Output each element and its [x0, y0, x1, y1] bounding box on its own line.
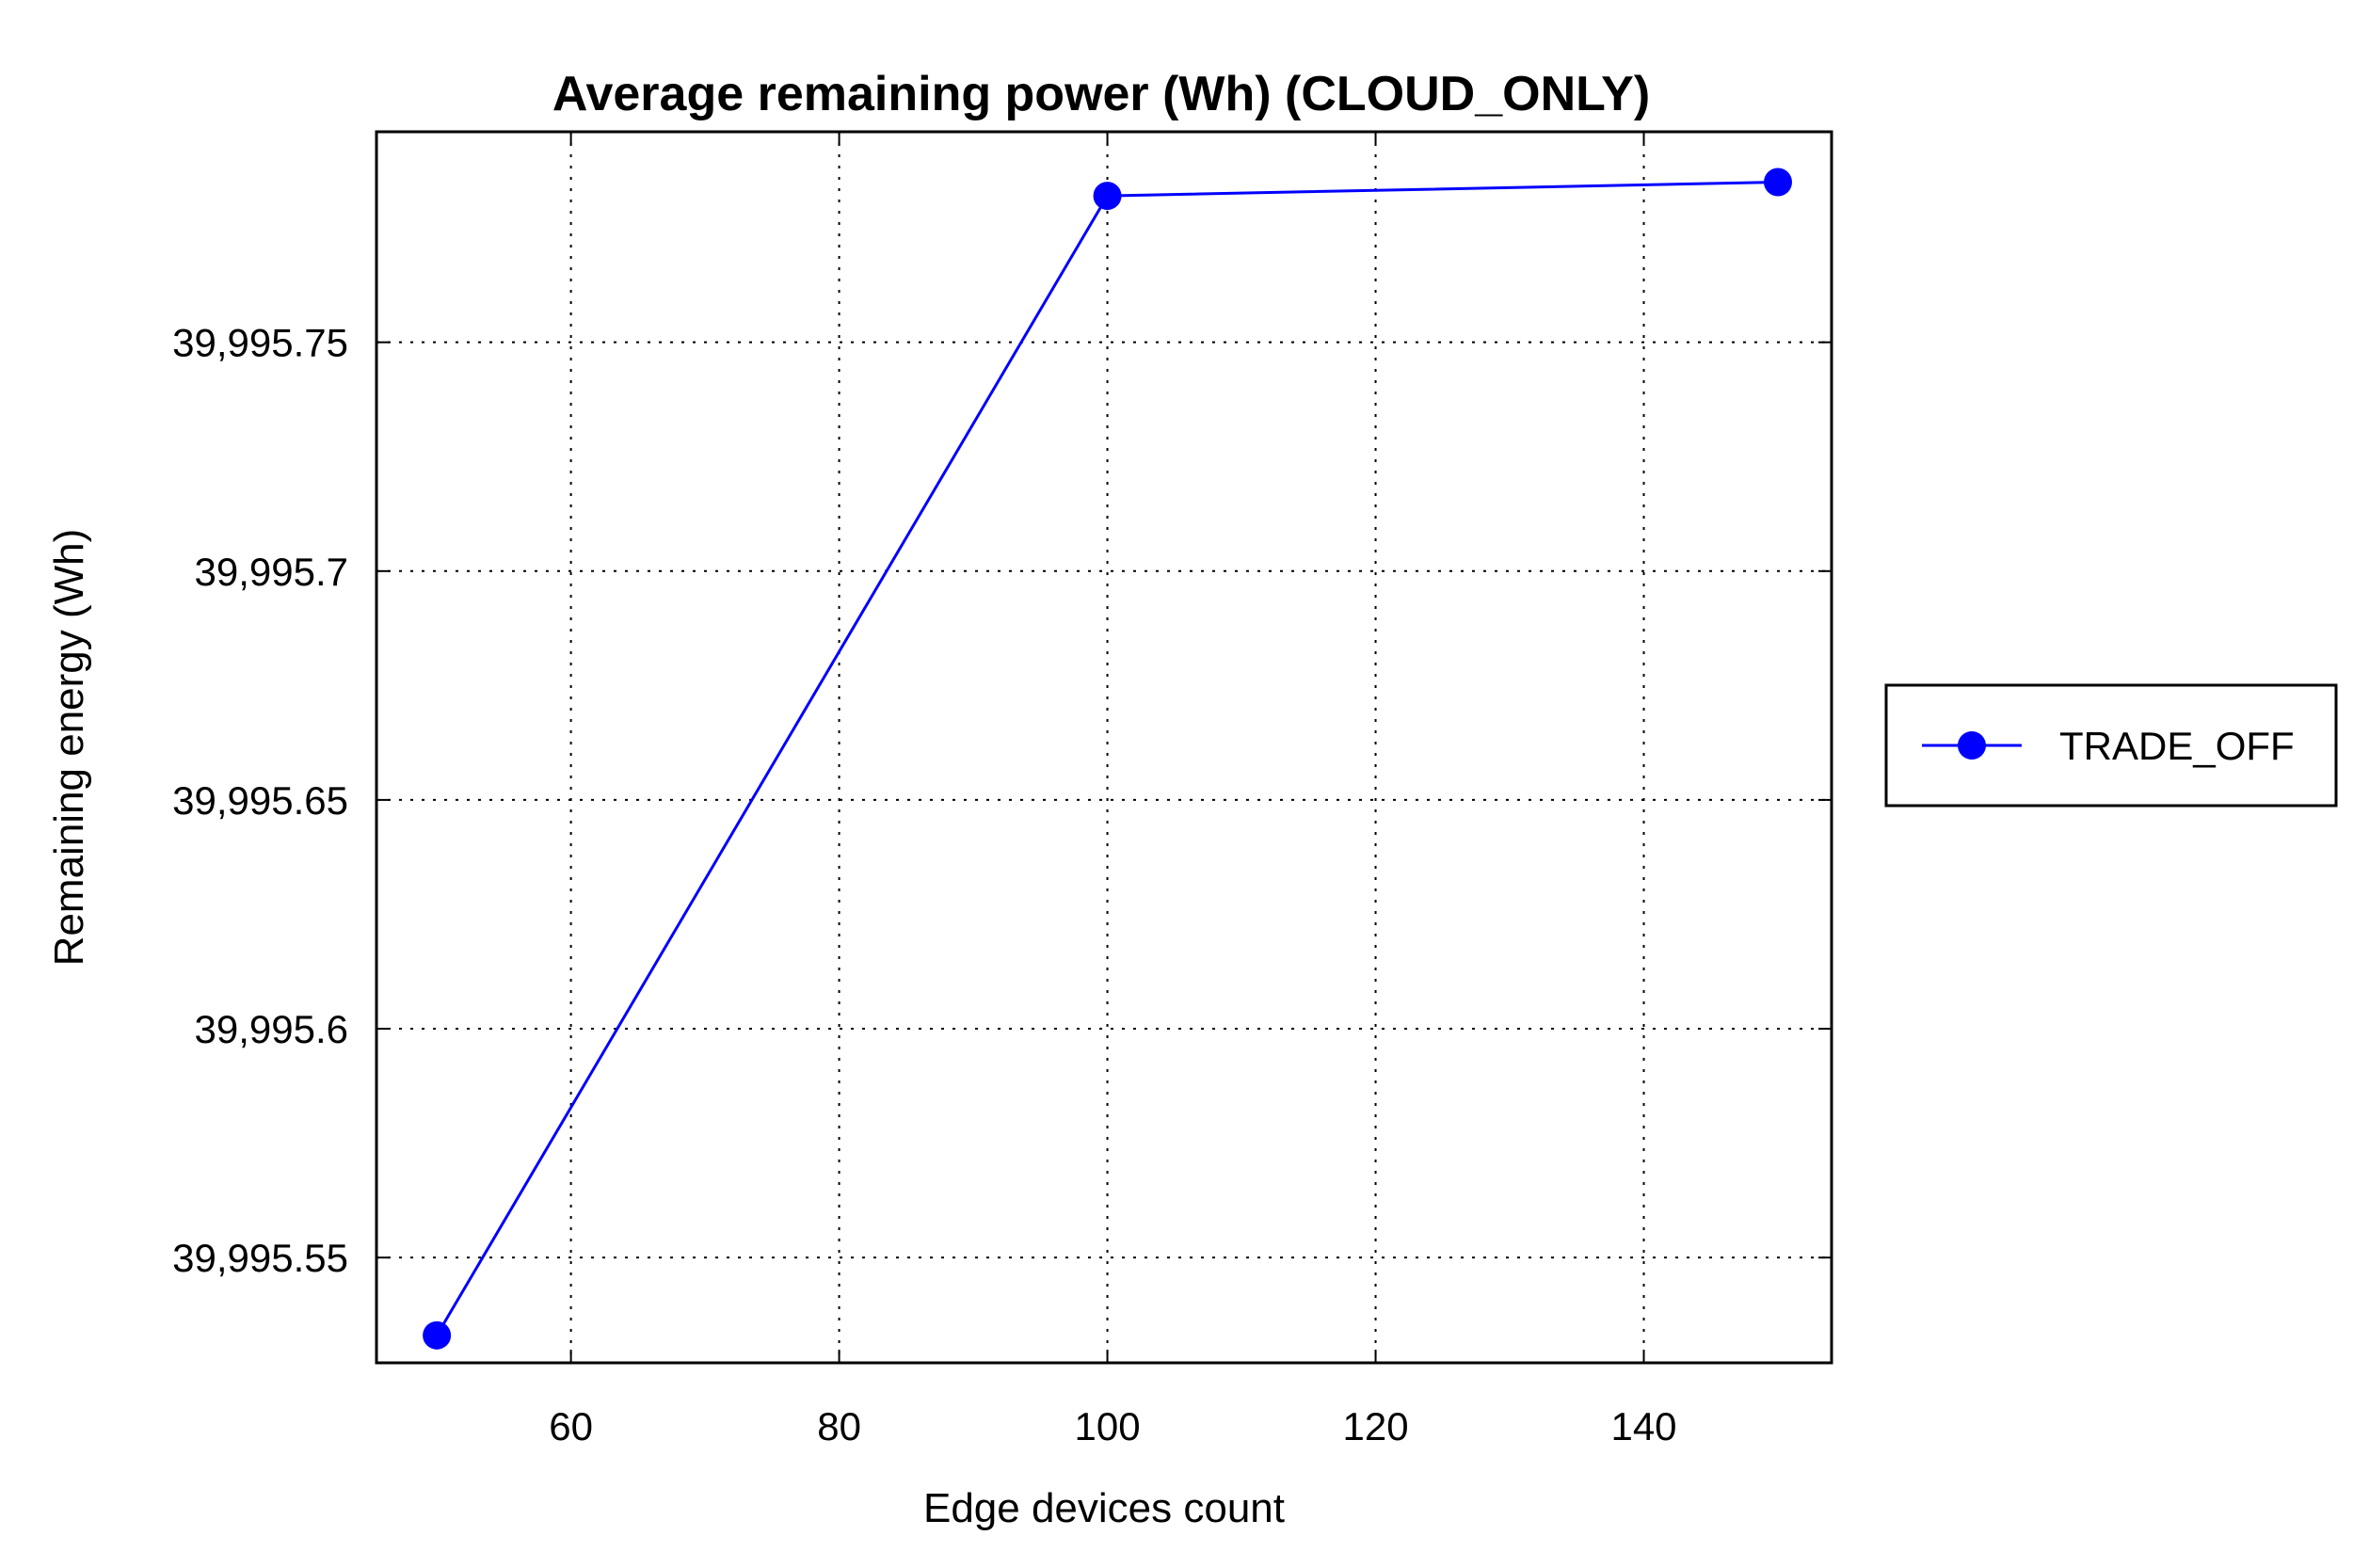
y-tick-label: 39,995.6 [195, 1007, 349, 1051]
legend-label-trade-off: TRADE_OFF [2059, 724, 2295, 768]
y-tick-labels: 39,995.55 39,995.6 39,995.65 39,995.7 39,995… [172, 321, 348, 1280]
y-tick-label: 39,995.75 [172, 321, 348, 365]
tick-marks [376, 132, 1832, 1363]
x-tick-labels: 60 80 100 120 140 [549, 1404, 1676, 1448]
series-layer [423, 168, 1793, 1350]
y-axis-label: Remaining energy (Wh) [46, 529, 92, 967]
x-tick-label: 80 [817, 1404, 861, 1448]
series-line-trade-off [435, 180, 1779, 1336]
data-point [1093, 182, 1122, 211]
data-point [423, 1320, 452, 1350]
y-tick-label: 39,995.65 [172, 778, 348, 823]
y-tick-label: 39,995.7 [195, 550, 349, 594]
grid [376, 132, 1832, 1363]
x-tick-label: 120 [1343, 1404, 1409, 1448]
x-tick-label: 60 [549, 1404, 593, 1448]
legend-marker [1958, 731, 1986, 760]
y-tick-label: 39,995.55 [172, 1236, 348, 1280]
legend: TRADE_OFF [1884, 683, 2338, 808]
data-point [1764, 168, 1793, 197]
x-tick-label: 140 [1610, 1404, 1676, 1448]
x-tick-label: 100 [1075, 1404, 1141, 1448]
x-axis-label: Edge devices count [923, 1485, 1285, 1531]
chart-title: Average remaining power (Wh) (CLOUD_ONLY… [552, 67, 1650, 121]
plot-frame [375, 130, 1833, 1365]
